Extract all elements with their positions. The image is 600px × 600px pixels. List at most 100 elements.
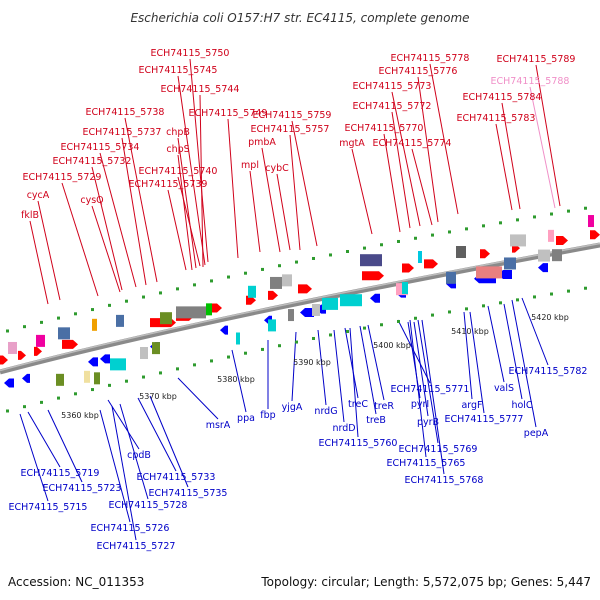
gene-block[interactable] xyxy=(270,276,282,289)
gene-block[interactable] xyxy=(548,229,554,242)
forward-gene-label[interactable]: ECH74115_5772 xyxy=(353,101,432,112)
reverse-gene-label[interactable]: msrA xyxy=(206,420,231,431)
reverse-gene-arrow[interactable] xyxy=(100,354,110,364)
forward-gene-label[interactable]: mpl xyxy=(241,160,259,171)
forward-gene-label[interactable]: ECH74115_5784 xyxy=(463,92,542,103)
reverse-gene-arrow[interactable] xyxy=(4,378,14,388)
gene-block[interactable] xyxy=(418,251,422,264)
reverse-gene-label[interactable]: ECH74115_5715 xyxy=(9,502,88,513)
reverse-gene-label[interactable]: pyrB xyxy=(417,417,439,428)
forward-gene-label[interactable]: ECH74115_5750 xyxy=(151,48,230,59)
gene-block[interactable] xyxy=(160,312,172,325)
forward-gene-label[interactable]: ECH74115_5739 xyxy=(129,179,208,190)
gene-block[interactable] xyxy=(236,332,240,345)
gene-block[interactable] xyxy=(176,306,206,319)
forward-gene-arrow[interactable] xyxy=(556,235,568,245)
forward-gene-label[interactable]: ECH74115_5732 xyxy=(53,156,132,167)
gene-block[interactable] xyxy=(456,246,466,259)
reverse-gene-label[interactable]: argF xyxy=(461,400,482,411)
reverse-gene-label[interactable]: valS xyxy=(494,383,514,394)
gene-block[interactable] xyxy=(504,257,516,270)
gene-block[interactable] xyxy=(588,215,594,228)
reverse-gene-label[interactable]: cpdB xyxy=(127,450,151,461)
forward-gene-label[interactable]: cysQ xyxy=(80,195,103,206)
forward-gene-arrow[interactable] xyxy=(424,259,438,269)
reverse-gene-label[interactable]: pyrI xyxy=(411,399,429,410)
reverse-gene-label[interactable]: nrdG xyxy=(314,406,337,417)
gene-block[interactable] xyxy=(322,297,338,310)
forward-gene-label[interactable]: ECH74115_5729 xyxy=(23,172,102,183)
forward-gene-label[interactable]: ECH74115_5745 xyxy=(139,65,218,76)
gene-block[interactable] xyxy=(140,347,148,360)
forward-gene-arrow[interactable] xyxy=(362,271,384,281)
reverse-gene-label[interactable]: treR xyxy=(374,401,394,412)
gene-block[interactable] xyxy=(268,319,276,332)
reverse-gene-label[interactable]: ECH74115_5769 xyxy=(399,444,478,455)
forward-gene-label[interactable]: ECH74115_5759 xyxy=(253,110,332,121)
gene-block[interactable] xyxy=(402,282,408,295)
gene-block[interactable] xyxy=(8,341,17,354)
gene-block[interactable] xyxy=(446,271,456,284)
reverse-gene-label[interactable]: ECH74115_5727 xyxy=(97,541,176,552)
forward-gene-label[interactable]: ECH74115_5776 xyxy=(379,66,458,77)
forward-gene-label[interactable]: fklB xyxy=(21,210,39,221)
reverse-gene-label[interactable]: ECH74115_5782 xyxy=(509,366,588,377)
forward-gene-label[interactable]: ECH74115_5773 xyxy=(353,81,432,92)
gene-block[interactable] xyxy=(538,249,550,262)
reverse-gene-label[interactable]: ECH74115_5728 xyxy=(109,500,188,511)
reverse-gene-arrow[interactable] xyxy=(370,293,380,303)
reverse-gene-label[interactable]: ppa xyxy=(237,413,255,424)
reverse-gene-label[interactable]: ECH74115_5760 xyxy=(319,438,398,449)
gene-block[interactable] xyxy=(92,318,97,331)
forward-gene-label[interactable]: mgtA xyxy=(339,138,365,149)
reverse-gene-label[interactable]: holC xyxy=(511,400,532,411)
reverse-gene-label[interactable]: fbp xyxy=(260,410,275,421)
forward-gene-label[interactable]: ECH74115_5788 xyxy=(491,76,570,87)
gene-block[interactable] xyxy=(206,303,212,316)
reverse-gene-label[interactable]: ECH74115_5719 xyxy=(21,468,100,479)
reverse-gene-arrow[interactable] xyxy=(220,325,228,335)
forward-gene-label[interactable]: ECH74115_5778 xyxy=(391,53,470,64)
forward-gene-arrow[interactable] xyxy=(18,350,26,360)
forward-gene-label[interactable]: ECH74115_5734 xyxy=(61,142,140,153)
gene-block[interactable] xyxy=(282,274,292,287)
forward-gene-label[interactable]: ECH74115_5749 xyxy=(189,108,268,119)
gene-block[interactable] xyxy=(476,266,502,279)
forward-gene-label[interactable]: cybC xyxy=(265,163,289,174)
reverse-gene-arrow[interactable] xyxy=(22,373,30,383)
gene-block[interactable] xyxy=(552,249,562,262)
forward-gene-label[interactable]: ECH74115_5757 xyxy=(251,124,330,135)
reverse-gene-label[interactable]: yjgA xyxy=(282,402,303,413)
forward-gene-arrow[interactable] xyxy=(268,290,278,300)
reverse-gene-label[interactable]: ECH74115_5777 xyxy=(445,414,524,425)
gene-block[interactable] xyxy=(312,303,320,316)
reverse-gene-label[interactable]: treC xyxy=(348,399,368,410)
forward-gene-arrow[interactable] xyxy=(34,346,42,356)
gene-block[interactable] xyxy=(510,234,526,247)
forward-gene-label[interactable]: ECH74115_5770 xyxy=(345,123,424,134)
gene-block[interactable] xyxy=(248,285,256,298)
reverse-gene-arrow[interactable] xyxy=(538,263,548,273)
reverse-gene-label[interactable]: ECH74115_5723 xyxy=(43,483,122,494)
forward-gene-arrow[interactable] xyxy=(246,295,256,305)
gene-block[interactable] xyxy=(110,358,126,371)
gene-block[interactable] xyxy=(152,342,160,355)
forward-gene-arrow[interactable] xyxy=(0,355,8,365)
gene-block[interactable] xyxy=(36,334,45,347)
forward-gene-label[interactable]: ECH74115_5740 xyxy=(139,166,218,177)
gene-block[interactable] xyxy=(56,373,64,386)
forward-gene-arrow[interactable] xyxy=(62,339,78,349)
reverse-gene-arrow[interactable] xyxy=(300,308,314,317)
gene-block[interactable] xyxy=(340,294,362,307)
forward-gene-label[interactable]: ECH74115_5737 xyxy=(83,127,162,138)
forward-gene-arrow[interactable] xyxy=(298,284,312,294)
forward-gene-arrow[interactable] xyxy=(212,303,222,313)
forward-gene-arrow[interactable] xyxy=(402,263,414,273)
reverse-gene-label[interactable]: nrdD xyxy=(332,423,355,434)
gene-block[interactable] xyxy=(360,254,382,267)
reverse-gene-label[interactable]: ECH74115_5735 xyxy=(149,488,228,499)
forward-gene-label[interactable]: ECH74115_5744 xyxy=(161,84,240,95)
reverse-gene-label[interactable]: pepA xyxy=(524,428,549,439)
reverse-gene-label[interactable]: ECH74115_5726 xyxy=(91,523,170,534)
forward-gene-label[interactable]: pmbA xyxy=(248,137,276,148)
